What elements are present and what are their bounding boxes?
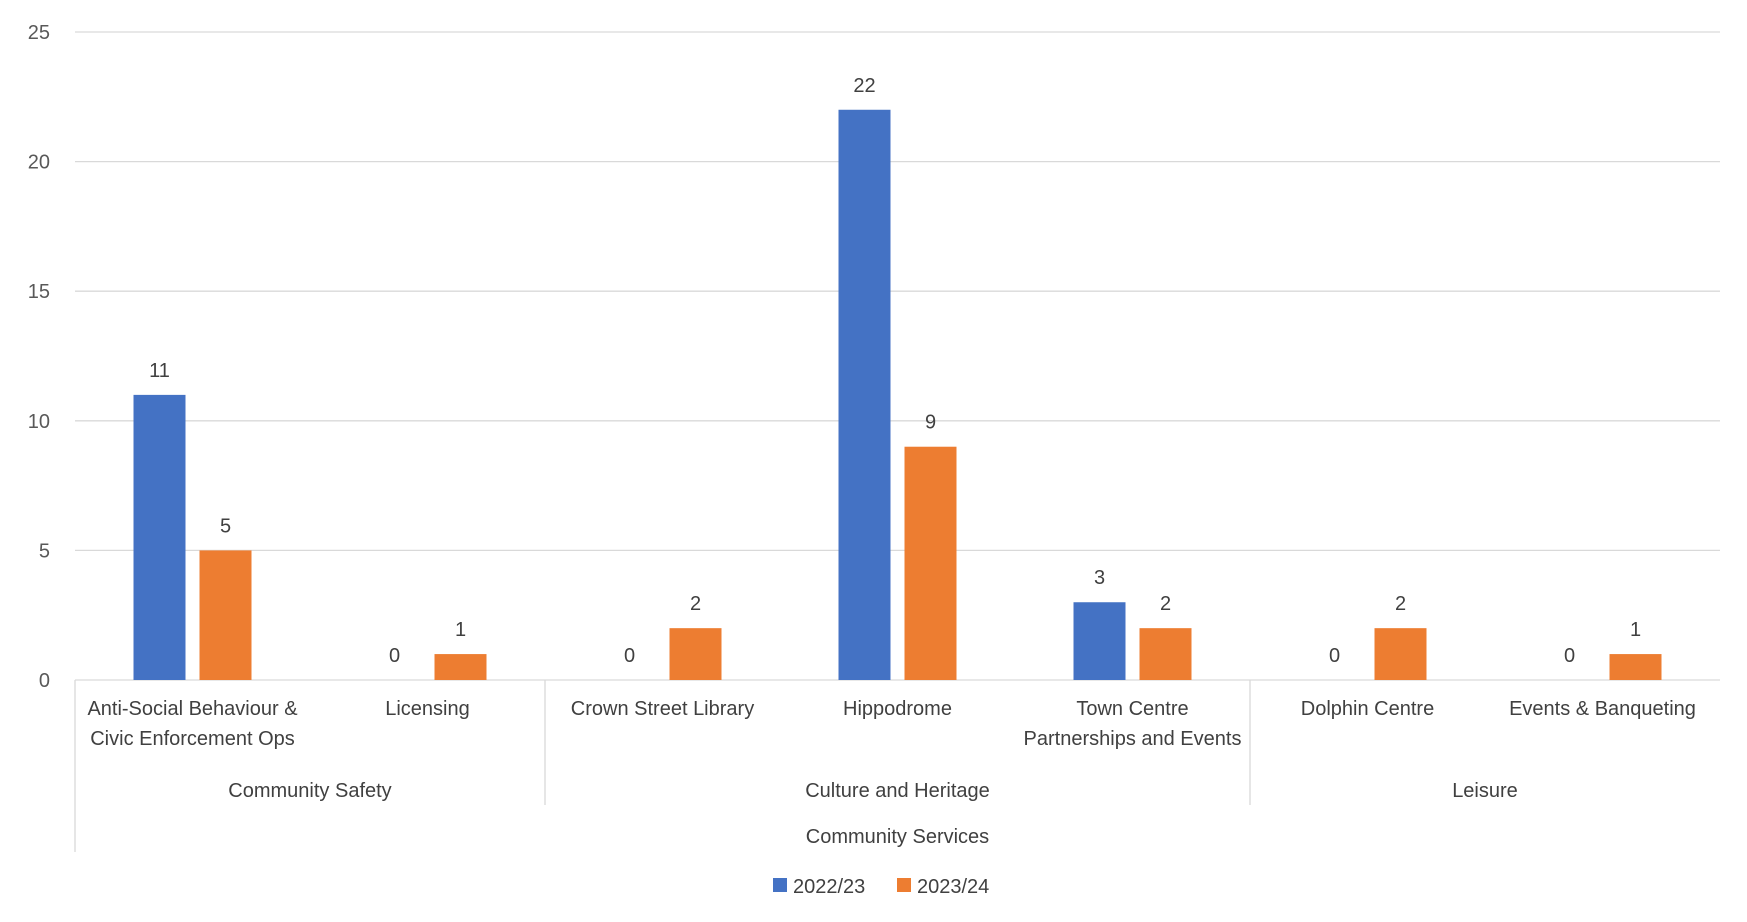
top-group-label: Community Services bbox=[806, 826, 989, 848]
legend-swatch bbox=[897, 878, 911, 892]
data-label: 5 bbox=[220, 515, 231, 537]
y-axis: 0 5 10 15 20 25 bbox=[28, 22, 50, 692]
category-label: Crown Street Library bbox=[571, 698, 754, 720]
data-label: 0 bbox=[389, 645, 400, 667]
bar bbox=[904, 446, 957, 680]
category-label: Hippodrome bbox=[843, 698, 952, 720]
group-label: Culture and Heritage bbox=[805, 780, 990, 802]
y-tick-label: 15 bbox=[28, 281, 50, 303]
category-label: Dolphin Centre bbox=[1301, 698, 1434, 720]
bar bbox=[1374, 628, 1427, 680]
group-label: Leisure bbox=[1452, 780, 1518, 802]
y-tick-label: 5 bbox=[39, 540, 50, 562]
y-tick-label: 0 bbox=[39, 670, 50, 692]
bar bbox=[1609, 654, 1662, 680]
y-tick-label: 25 bbox=[28, 22, 50, 44]
bar bbox=[669, 628, 722, 680]
bar bbox=[133, 394, 186, 680]
y-tick-label: 20 bbox=[28, 152, 50, 174]
data-label: 2 bbox=[1160, 593, 1171, 615]
bar bbox=[1139, 628, 1192, 680]
category-label: Licensing bbox=[385, 698, 470, 720]
legend-label: 2022/23 bbox=[793, 876, 865, 898]
bars bbox=[133, 109, 1662, 680]
data-label: 0 bbox=[624, 645, 635, 667]
category-label: Events & Banqueting bbox=[1509, 698, 1696, 720]
legend-swatch bbox=[773, 878, 787, 892]
data-label: 22 bbox=[853, 75, 875, 97]
legend: 2022/23 2023/24 bbox=[773, 876, 989, 898]
data-label: 1 bbox=[455, 619, 466, 641]
data-label: 9 bbox=[925, 412, 936, 434]
bar bbox=[1073, 602, 1126, 680]
bar bbox=[199, 550, 252, 680]
data-label: 11 bbox=[149, 360, 170, 382]
gridlines bbox=[75, 31, 1720, 681]
data-label: 3 bbox=[1094, 567, 1105, 589]
group-label: Community Safety bbox=[228, 780, 391, 802]
category-label: Town Centre Partnerships and Events bbox=[1024, 698, 1242, 750]
data-label: 2 bbox=[1395, 593, 1406, 615]
y-tick-label: 10 bbox=[28, 411, 50, 433]
x-axis-categories: Anti-Social Behaviour & Civic Enforcement… bbox=[74, 680, 1696, 852]
data-label: 1 bbox=[1630, 619, 1641, 641]
category-label: Anti-Social Behaviour & Civic Enforcement… bbox=[87, 698, 298, 750]
data-label: 2 bbox=[690, 593, 701, 615]
bar bbox=[838, 109, 891, 680]
data-label: 0 bbox=[1564, 645, 1575, 667]
bar bbox=[434, 654, 487, 680]
data-label: 0 bbox=[1329, 645, 1340, 667]
legend-label: 2023/24 bbox=[917, 876, 989, 898]
